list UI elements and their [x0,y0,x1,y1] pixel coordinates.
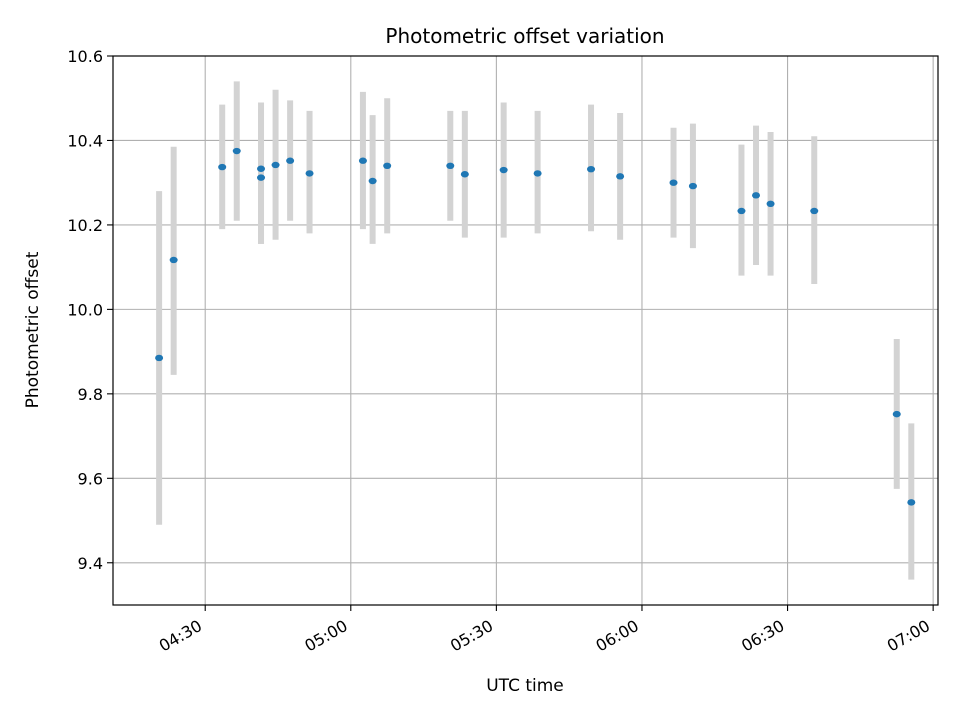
data-point [587,165,596,173]
y-tick-label: 10.2 [67,216,103,235]
data-point [499,166,508,174]
data-point [383,162,392,169]
data-point [368,177,377,185]
data-point [257,174,266,181]
data-point [286,157,295,164]
data-point [305,170,314,177]
data-point [218,163,227,171]
data-point [892,410,901,418]
y-axis-ticks: 9.4 9.6 9.8 10.0 10.2 10.4 10.6 [67,47,113,573]
y-tick-label: 9.4 [78,554,103,573]
data-point [766,200,775,208]
data-point [155,354,164,362]
x-axis-title: UTC time [486,676,564,696]
chart-title: Photometric offset variation [385,24,664,48]
plot-frame [112,55,939,606]
data-point [737,207,746,215]
y-tick-label: 10.0 [67,300,103,319]
y-tick-label: 10.4 [67,131,103,150]
data-point [358,157,367,164]
data-point [533,170,542,177]
data-points [155,147,916,506]
data-point [257,165,266,172]
data-point [810,207,819,215]
data-point [271,161,280,169]
data-point [907,499,916,506]
data-point [232,147,241,155]
data-point [669,179,678,186]
data-point [688,182,697,190]
data-point [460,171,469,178]
data-point [169,256,178,264]
y-tick-label: 9.8 [78,385,103,404]
data-point [446,162,455,169]
data-point [616,173,625,180]
data-point [752,192,761,199]
y-tick-label: 10.6 [67,47,103,66]
y-tick-label: 9.6 [78,469,103,488]
y-axis-title: Photometric offset [23,251,43,408]
